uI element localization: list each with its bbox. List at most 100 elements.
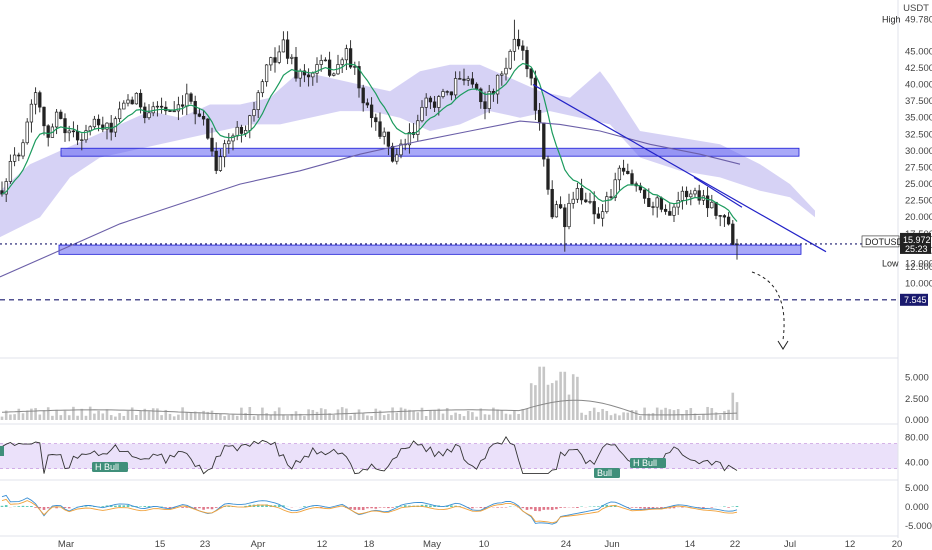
projection-arrow — [751, 271, 785, 341]
volume-bar — [731, 392, 735, 420]
volume-bar — [693, 413, 697, 420]
candle-down — [71, 130, 76, 133]
volume-bar — [156, 408, 159, 420]
volume-bar — [399, 407, 403, 420]
volume-bar — [651, 412, 655, 420]
candle-up — [588, 201, 592, 203]
time-tick: 24 — [561, 539, 572, 550]
volume-bar — [416, 412, 420, 420]
volume-bar — [227, 414, 231, 420]
volume-bar — [126, 410, 130, 420]
macd-hist-pos — [143, 506, 147, 507]
candle-up — [495, 74, 500, 95]
candle-down — [626, 170, 630, 174]
candle-up — [298, 70, 302, 79]
candle-up — [248, 115, 252, 131]
volume-bar — [21, 413, 25, 420]
volume-bar — [433, 410, 436, 420]
volume-bar — [542, 366, 546, 420]
candle-down — [521, 45, 525, 51]
candle-up — [126, 99, 130, 104]
volume-bar — [576, 376, 579, 420]
candle-down — [63, 118, 67, 134]
volume-ma-line — [1, 399, 738, 416]
volume-bar — [504, 413, 508, 420]
volume-bar — [269, 414, 273, 420]
time-tick: 12 — [845, 539, 856, 550]
high-label: High — [882, 15, 901, 25]
candle-down — [42, 106, 46, 127]
volume-bar — [466, 410, 470, 420]
volume-bar — [387, 413, 390, 420]
candle-down — [285, 39, 290, 59]
macd-hist-pos — [256, 504, 260, 507]
macd-hist-neg — [647, 507, 651, 509]
candle-down — [302, 70, 307, 76]
macd-hist-neg — [168, 507, 172, 509]
volume-bar — [214, 413, 218, 420]
volume-bar — [59, 415, 63, 420]
time-tick: 18 — [364, 539, 375, 550]
macd-hist-neg — [219, 507, 222, 509]
price-tick: 35.000 — [905, 113, 932, 124]
macd-hist-pos — [244, 505, 247, 507]
macd-hist-neg — [655, 507, 659, 508]
candle-down — [239, 126, 244, 134]
macd-hist-pos — [282, 505, 285, 507]
volume-bar — [727, 409, 730, 420]
macd-hist-neg — [525, 507, 529, 510]
macd-hist-neg — [366, 507, 369, 509]
volume-bar — [219, 413, 222, 420]
candle-up — [315, 64, 319, 74]
volume-bar — [38, 414, 42, 420]
macd-hist-pos — [277, 505, 281, 507]
macd-hist-neg — [550, 507, 554, 510]
volume-bar — [328, 413, 331, 420]
candle-down — [432, 101, 437, 108]
candle-up — [218, 156, 223, 171]
macd-hist-neg — [210, 507, 214, 510]
volume-bar — [630, 409, 634, 420]
candle-down — [378, 121, 382, 137]
macd-hist-pos — [420, 504, 424, 507]
volume-bar — [42, 410, 46, 420]
candle-down — [197, 113, 202, 117]
volume-bar — [424, 416, 428, 420]
macd-hist-pos — [248, 504, 252, 507]
macd-hist-pos — [0, 505, 4, 507]
volume-bar — [412, 411, 415, 420]
candle-up — [323, 59, 328, 62]
volume-bar — [248, 407, 252, 420]
trendline-minor — [693, 176, 743, 208]
candle-up — [185, 93, 189, 107]
volume-bar — [122, 416, 126, 420]
volume-bar — [601, 408, 604, 420]
candle-up — [395, 154, 399, 162]
candle-up — [122, 102, 126, 110]
macd-hist-pos — [429, 505, 432, 507]
volume-bar — [555, 380, 558, 420]
volume-bar — [655, 407, 659, 420]
volume-bar — [374, 408, 378, 420]
bull-label-box — [92, 462, 128, 472]
volume-bar — [189, 412, 193, 420]
volume-bar — [303, 416, 306, 420]
candle-up — [264, 64, 269, 83]
macd-hist-pos — [114, 505, 117, 507]
macd-hist-neg — [727, 507, 730, 508]
macd-hist-neg — [571, 507, 575, 508]
candle-up — [319, 60, 323, 65]
candle-down — [374, 117, 378, 123]
macd-hist-pos — [408, 505, 411, 507]
volume-bar — [139, 410, 142, 420]
volume-bar — [521, 408, 525, 420]
candle-down — [726, 216, 731, 225]
candle-down — [659, 197, 664, 210]
macd-hist-pos — [433, 505, 436, 507]
volume-bar — [626, 412, 630, 420]
macd-hist-neg — [651, 507, 655, 509]
candle-up — [12, 154, 17, 162]
macd-hist-pos — [147, 506, 151, 507]
